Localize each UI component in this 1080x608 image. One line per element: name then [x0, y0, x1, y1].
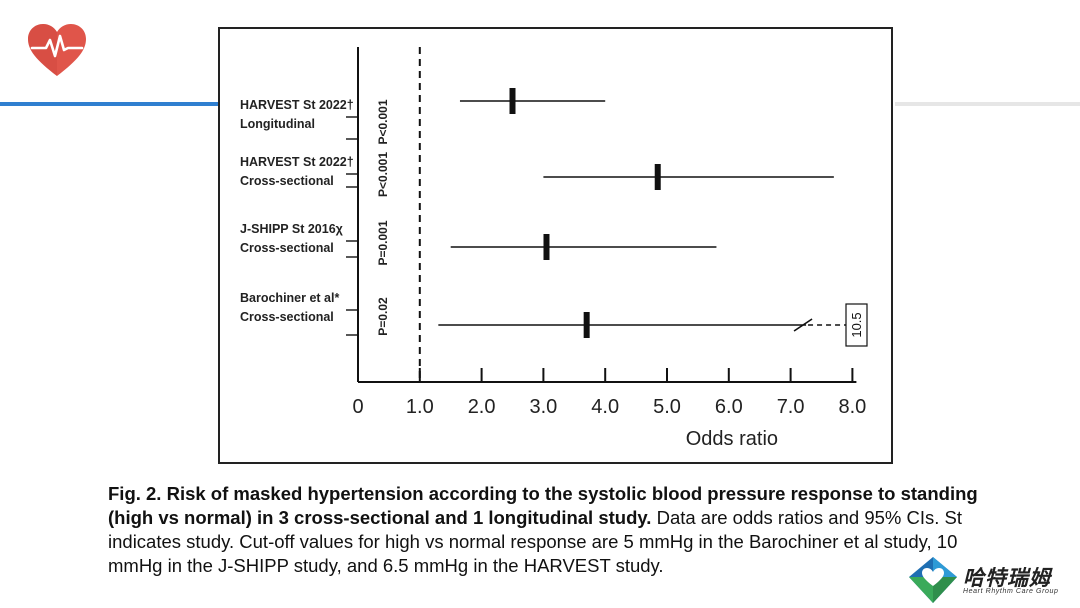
- ci-upper-label: 10.5: [849, 312, 864, 337]
- x-tick-label: 4.0: [591, 396, 619, 418]
- forest-plot: 0 1.0 2.0 3.0 4.0 5.0 6.0 7.0 8.0 Odds ratio HARVE…: [240, 47, 868, 450]
- p-value-label: P=0.001: [376, 220, 390, 265]
- diamond-heart-logo-icon: [909, 557, 957, 603]
- brand-logo: 哈特瑞姆 Heart Rhythm Care Group: [905, 555, 1080, 605]
- brand-name: 哈特瑞姆: [963, 567, 1051, 590]
- x-tick-label: 0: [352, 396, 363, 418]
- x-tick-label: 6.0: [715, 396, 743, 418]
- study-design: Cross-sectional: [240, 310, 334, 324]
- x-tick-label: 3.0: [529, 396, 557, 418]
- caption-bold: Fig. 2. Risk of masked hypertension acco…: [108, 483, 978, 528]
- caption-text: Data are odds ratios and 95% CIs. St ind…: [108, 507, 962, 576]
- study-name: HARVEST St 2022†: [240, 155, 354, 169]
- study-design: Longitudinal: [240, 117, 315, 131]
- x-tick-label: 1.0: [406, 396, 434, 418]
- p-value-label: P<0.001: [376, 152, 390, 197]
- point-estimate: [583, 312, 590, 338]
- study-design: Cross-sectional: [240, 174, 334, 188]
- ci-upper-box: [845, 303, 868, 347]
- point-estimate: [654, 164, 661, 190]
- study-name: HARVEST St 2022†: [240, 98, 354, 112]
- p-value-label: P=0.02: [376, 297, 390, 336]
- axis-break-mark: [793, 318, 813, 332]
- study-name: J-SHIPP St 2016χ: [240, 222, 344, 236]
- x-tick-label: 8.0: [838, 396, 866, 418]
- x-axis-title: Odds ratio: [686, 428, 778, 450]
- point-estimate: [543, 234, 550, 260]
- study-name: Barochiner et al*: [240, 291, 339, 305]
- study-design: Cross-sectional: [240, 241, 334, 255]
- x-tick-label: 2.0: [468, 396, 496, 418]
- header-rule-right: [895, 102, 1080, 106]
- figure-panel: 0 1.0 2.0 3.0 4.0 5.0 6.0 7.0 8.0 Odds ratio HARVE…: [218, 27, 893, 464]
- brand-subtitle: Heart Rhythm Care Group: [963, 588, 1059, 595]
- x-tick-label: 7.0: [777, 396, 805, 418]
- header-rule-left: [0, 102, 218, 106]
- heart-pulse-icon: [28, 24, 86, 76]
- x-tick-label: 5.0: [653, 396, 681, 418]
- point-estimate: [509, 88, 516, 114]
- p-value-label: P<0.001: [376, 99, 390, 144]
- figure-caption: Fig. 2. Risk of masked hypertension acco…: [108, 482, 1008, 578]
